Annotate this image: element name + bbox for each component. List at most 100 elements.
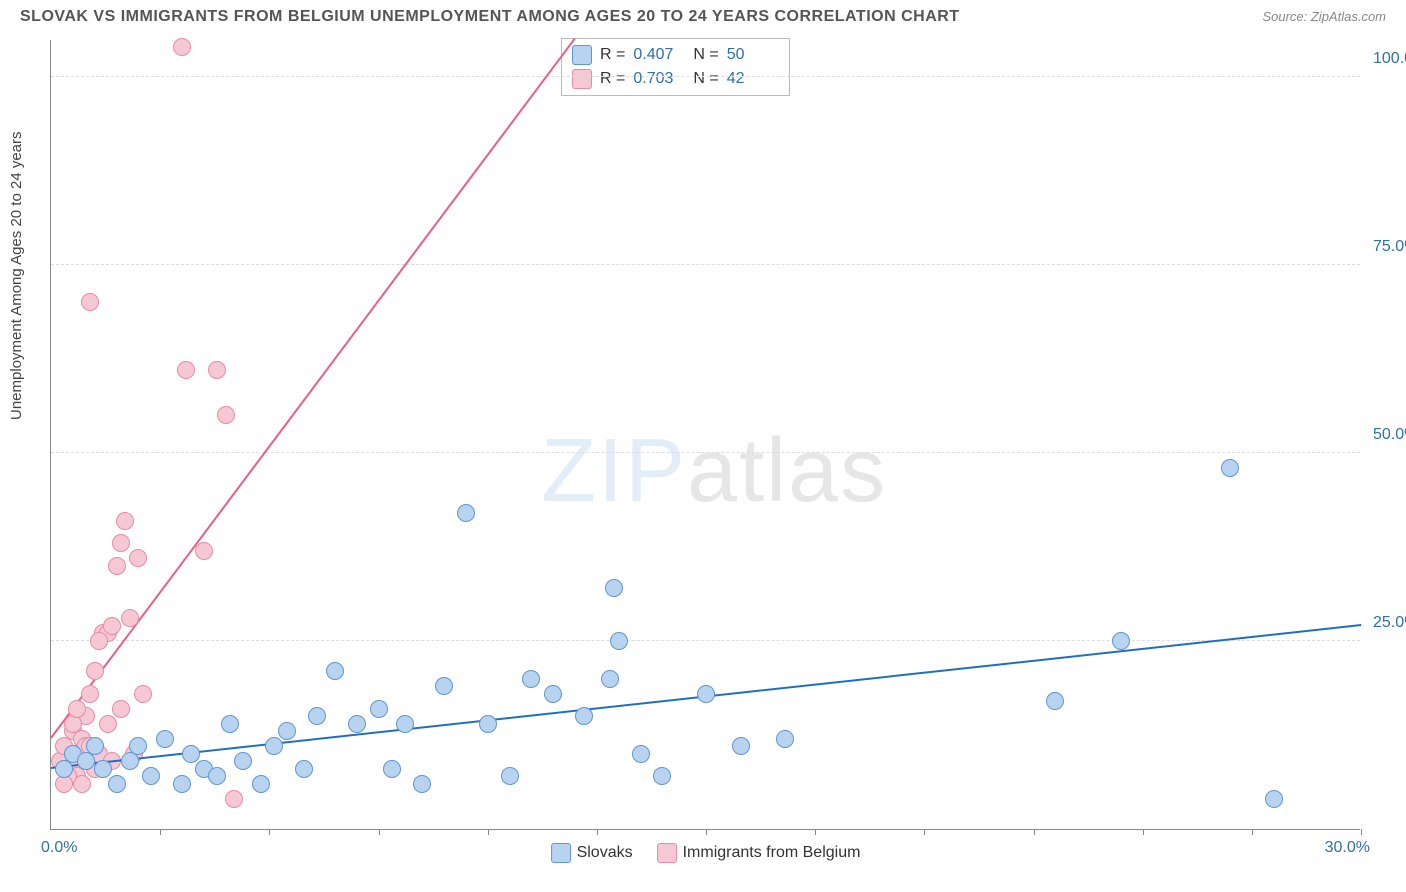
x-tick <box>1361 829 1362 835</box>
x-tick <box>1034 829 1035 835</box>
data-point <box>108 557 126 575</box>
data-point <box>1221 459 1239 477</box>
data-point <box>81 293 99 311</box>
data-point <box>103 617 121 635</box>
gridline <box>51 76 1360 77</box>
data-point <box>265 737 283 755</box>
data-point <box>134 685 152 703</box>
data-point <box>544 685 562 703</box>
legend-row: R = 0.703 N = 42 <box>572 67 779 91</box>
data-point <box>1265 790 1283 808</box>
data-point <box>225 790 243 808</box>
legend-label-slovaks: Slovaks <box>577 844 633 862</box>
data-point <box>208 361 226 379</box>
data-point <box>776 730 794 748</box>
y-axis-label: Unemployment Among Ages 20 to 24 years <box>8 131 25 420</box>
data-point <box>632 745 650 763</box>
data-point <box>112 534 130 552</box>
data-point <box>435 677 453 695</box>
data-point <box>81 685 99 703</box>
data-point <box>90 632 108 650</box>
r-label: R = <box>600 70 625 88</box>
title-bar: SLOVAK VS IMMIGRANTS FROM BELGIUM UNEMPL… <box>20 8 1386 26</box>
data-point <box>295 760 313 778</box>
data-point <box>94 760 112 778</box>
data-point <box>610 632 628 650</box>
r-label: R = <box>600 46 625 64</box>
data-point <box>653 767 671 785</box>
x-tick <box>815 829 816 835</box>
data-point <box>348 715 366 733</box>
x-tick <box>924 829 925 835</box>
data-point <box>605 579 623 597</box>
legend-item-slovaks: Slovaks <box>551 843 633 863</box>
data-point <box>278 722 296 740</box>
data-point <box>86 737 104 755</box>
data-point <box>1046 692 1064 710</box>
data-point <box>195 542 213 560</box>
y-tick-label: 75.0% <box>1365 238 1406 256</box>
x-max-label: 30.0% <box>1325 839 1370 857</box>
legend-swatch-slovaks <box>551 843 571 863</box>
data-point <box>177 361 195 379</box>
y-tick-label: 25.0% <box>1365 614 1406 632</box>
data-point <box>86 662 104 680</box>
data-point <box>156 730 174 748</box>
legend-swatch <box>572 69 592 89</box>
x-tick <box>160 829 161 835</box>
correlation-legend: R = 0.407 N = 50 R = 0.703 N = 42 <box>561 38 790 96</box>
chart-title: SLOVAK VS IMMIGRANTS FROM BELGIUM UNEMPL… <box>20 8 960 26</box>
data-point <box>116 512 134 530</box>
data-point <box>1112 632 1130 650</box>
source-label: Source: ZipAtlas.com <box>1262 9 1386 24</box>
data-point <box>182 745 200 763</box>
data-point <box>601 670 619 688</box>
legend-label-belgium: Immigrants from Belgium <box>683 844 861 862</box>
r-value: 0.703 <box>633 70 685 88</box>
data-point <box>732 737 750 755</box>
data-point <box>575 707 593 725</box>
data-point <box>501 767 519 785</box>
scatter-chart: ZIPatlas R =0.407N =50R =0.703N =42 0.0%… <box>50 40 1360 830</box>
n-label: N = <box>693 70 718 88</box>
data-point <box>697 685 715 703</box>
series-legend: Slovaks Immigrants from Belgium <box>551 843 861 863</box>
x-tick <box>597 829 598 835</box>
data-point <box>142 767 160 785</box>
data-point <box>522 670 540 688</box>
data-point <box>173 775 191 793</box>
data-point <box>383 760 401 778</box>
data-point <box>68 700 86 718</box>
data-point <box>457 504 475 522</box>
data-point <box>108 775 126 793</box>
data-point <box>370 700 388 718</box>
legend-row: R = 0.407 N = 50 <box>572 43 779 67</box>
trend-line <box>50 37 576 738</box>
data-point <box>413 775 431 793</box>
data-point <box>99 715 117 733</box>
n-value: 50 <box>727 46 779 64</box>
n-label: N = <box>693 46 718 64</box>
r-value: 0.407 <box>633 46 685 64</box>
legend-item-belgium: Immigrants from Belgium <box>657 843 861 863</box>
data-point <box>173 38 191 56</box>
data-point <box>308 707 326 725</box>
data-point <box>112 700 130 718</box>
n-value: 42 <box>727 70 779 88</box>
data-point <box>129 737 147 755</box>
x-tick <box>706 829 707 835</box>
watermark: ZIPatlas <box>541 420 887 523</box>
gridline <box>51 452 1360 453</box>
x-tick <box>1143 829 1144 835</box>
data-point <box>129 549 147 567</box>
y-tick-label: 50.0% <box>1365 426 1406 444</box>
data-point <box>396 715 414 733</box>
data-point <box>221 715 239 733</box>
x-origin-label: 0.0% <box>41 839 77 857</box>
x-tick <box>488 829 489 835</box>
y-tick-label: 100.0% <box>1365 50 1406 68</box>
data-point <box>121 609 139 627</box>
x-tick <box>269 829 270 835</box>
data-point <box>234 752 252 770</box>
gridline <box>51 264 1360 265</box>
